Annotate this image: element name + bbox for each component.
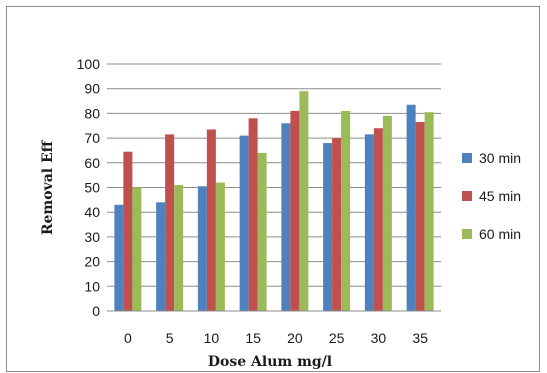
bar-30-min-25 xyxy=(323,143,333,311)
bar-45-min-15 xyxy=(248,118,258,311)
legend-label: 30 min xyxy=(479,150,521,166)
x-tick-label: 0 xyxy=(124,330,132,346)
bar-60-min-5 xyxy=(174,185,184,311)
bar-60-min-0 xyxy=(132,187,142,311)
legend-label: 45 min xyxy=(479,188,521,204)
bar-30-min-5 xyxy=(156,202,166,311)
legend-swatch xyxy=(462,191,472,201)
y-tick-label: 60 xyxy=(84,155,100,171)
x-tick-label: 35 xyxy=(412,330,428,346)
bar-45-min-5 xyxy=(165,134,175,311)
bar-60-min-10 xyxy=(215,182,225,311)
y-tick-label: 10 xyxy=(84,278,100,294)
x-axis-ticks: 0 5 10 15 20 25 30 35 xyxy=(124,330,428,346)
y-tick-label: 100 xyxy=(77,56,101,72)
y-tick-label: 90 xyxy=(84,81,100,97)
x-tick-label: 25 xyxy=(329,330,345,346)
y-axis-ticks: 0 10 20 30 40 50 60 70 80 90 100 xyxy=(77,56,101,319)
bar-45-min-35 xyxy=(415,122,425,311)
bar-45-min-30 xyxy=(373,128,383,311)
y-tick-label: 20 xyxy=(84,254,100,270)
legend: 30 min 45 min 60 min xyxy=(462,150,521,242)
x-tick-label: 5 xyxy=(166,330,174,346)
bar-60-min-15 xyxy=(257,152,267,311)
y-axis-title: Removal Eff xyxy=(40,139,56,235)
bar-60-min-30 xyxy=(382,115,392,312)
bar-45-min-10 xyxy=(206,129,216,311)
bars xyxy=(114,91,434,312)
bar-60-min-25 xyxy=(341,110,351,312)
bar-30-min-30 xyxy=(364,134,374,311)
legend-swatch xyxy=(462,153,472,163)
bar-45-min-25 xyxy=(332,138,342,311)
bar-60-min-35 xyxy=(424,112,434,311)
y-tick-label: 80 xyxy=(84,105,100,121)
legend-label: 60 min xyxy=(479,226,521,242)
legend-swatch xyxy=(462,229,472,239)
x-tick-label: 10 xyxy=(204,330,220,346)
bar-30-min-10 xyxy=(197,186,207,311)
x-tick-label: 30 xyxy=(371,330,387,346)
y-tick-label: 0 xyxy=(92,303,100,319)
y-tick-label: 50 xyxy=(84,180,100,196)
bar-45-min-20 xyxy=(290,110,300,312)
bar-30-min-35 xyxy=(406,104,416,311)
x-tick-label: 20 xyxy=(287,330,303,346)
y-tick-label: 40 xyxy=(84,204,100,220)
y-tick-label: 30 xyxy=(84,229,100,245)
bar-30-min-15 xyxy=(239,135,249,311)
x-tick-label: 15 xyxy=(245,330,261,346)
bar-30-min-0 xyxy=(114,204,124,311)
bar-30-min-20 xyxy=(281,123,291,311)
bar-45-min-0 xyxy=(123,151,133,311)
y-tick-label: 70 xyxy=(84,130,100,146)
x-axis-title: Dose Alum mg/l xyxy=(208,354,332,370)
bar-60-min-20 xyxy=(299,91,309,311)
